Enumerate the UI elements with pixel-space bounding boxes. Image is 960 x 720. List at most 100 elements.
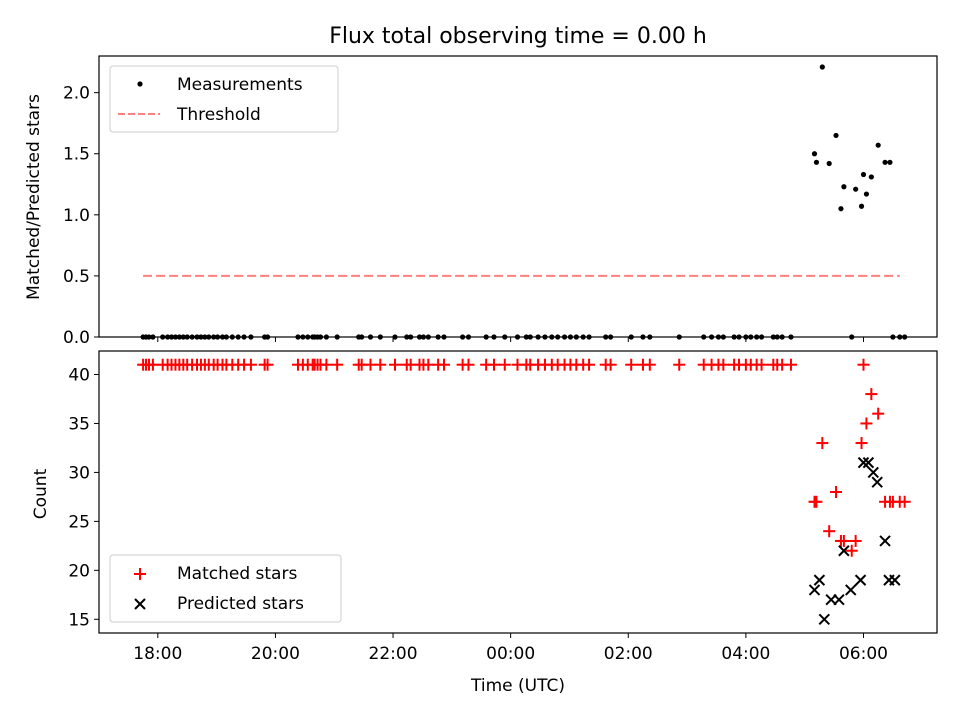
predicted-star-marker: [845, 584, 857, 596]
matched-star-marker: [845, 544, 858, 557]
ratio-x-ticks: [157, 337, 864, 342]
matched-star-marker: [261, 358, 274, 371]
matched-star-marker: [872, 407, 885, 420]
predicted-star-marker: [862, 456, 875, 469]
ratio-y-tick-label: 1.5: [63, 145, 90, 165]
legend-marker-measurements: [137, 81, 143, 87]
matched-star-marker: [865, 388, 878, 401]
matched-star-marker: [244, 358, 257, 371]
measurement-point: [868, 174, 874, 180]
predicted-star-marker: [813, 574, 826, 586]
count-y-tick-label: 25: [68, 512, 90, 532]
legend-label-predicted-stars: Predicted stars: [177, 594, 304, 614]
matched-star-marker: [855, 437, 868, 450]
matched-star-marker: [837, 534, 850, 547]
ratio-axes-frame: [98, 55, 938, 338]
count-plot-area: [137, 358, 911, 625]
matched-star-marker: [331, 358, 344, 371]
count-y-tick-label: 20: [68, 561, 90, 581]
predicted-star-marker: [867, 466, 879, 479]
matched-star-marker: [625, 358, 638, 371]
legend-label-matched-stars: Matched stars: [177, 564, 297, 584]
matched-star-marker: [498, 358, 511, 371]
measurement-point: [863, 191, 870, 197]
measurement-point: [860, 171, 867, 178]
matched-star-marker: [388, 358, 401, 371]
legend-marker-predicted-stars: [134, 598, 146, 610]
predicted-star-marker: [871, 476, 883, 488]
legend-marker-matched-stars: [134, 568, 146, 580]
predicted-star-marker: [879, 535, 891, 547]
measurement-point: [858, 203, 865, 209]
predicted-star-marker: [857, 456, 870, 469]
measurement-point: [875, 142, 881, 148]
matched-star-marker: [816, 437, 829, 450]
matched-star-marker: [643, 358, 656, 371]
matched-star-marker: [755, 358, 768, 371]
x-tick-label: 18:00: [133, 644, 182, 664]
measurement-point: [853, 186, 859, 192]
x-tick-label: 00:00: [486, 644, 535, 664]
count-y-ticks: 15 20 25 30 35 40: [68, 366, 99, 630]
matched-star-marker: [857, 358, 870, 371]
x-tick-label: 02:00: [604, 644, 653, 664]
predicted-star-marker: [833, 594, 845, 606]
matched-star-marker: [462, 358, 475, 371]
count-y-axis-label: Count: [31, 468, 51, 519]
measurement-point: [833, 132, 839, 139]
count-y-tick-label: 30: [68, 463, 90, 483]
matched-star-marker: [860, 417, 873, 430]
matched-star-marker: [849, 534, 862, 547]
matched-star-marker: [604, 358, 617, 371]
ratio-y-tick-label: 0.5: [63, 267, 90, 287]
matched-star-marker: [810, 495, 823, 508]
x-axis-label: Time (UTC): [470, 676, 565, 696]
matched-star-marker: [487, 358, 500, 371]
predicted-star-marker: [854, 574, 867, 586]
count-legend-box: [109, 554, 342, 623]
ratio-legend-box: [109, 65, 339, 133]
matched-star-marker: [583, 358, 596, 371]
legend-label-measurements: Measurements: [177, 75, 303, 95]
ratio-panel: 0.00.51.01.52.0 Matched/Predicted stars …: [24, 55, 938, 348]
ratio-y-axis-label: Matched/Predicted stars: [24, 94, 44, 300]
ratio-y-ticks: 0.0 0.5 1.0 1.5 2.0: [63, 84, 99, 348]
count-panel: 15 20 25 30 35 40 18:00 20:00 22:00 00:00 02:00 04…: [31, 350, 938, 696]
ratio-y-tick-label: 2.0: [63, 84, 90, 104]
matched-star-marker: [830, 486, 843, 498]
count-y-tick-label: 15: [68, 610, 90, 630]
ratio-legend: Measurements Threshold: [109, 65, 339, 133]
figure-title: Flux total observing time = 0.00 h: [329, 24, 707, 49]
measurement-point: [841, 184, 847, 190]
measurement-point: [819, 64, 825, 70]
count-legend: Matched stars Predicted stars: [109, 554, 342, 623]
measurement-point: [887, 159, 893, 165]
matched-star-marker: [717, 358, 730, 371]
measurement-point: [838, 206, 844, 212]
count-x-ticks: 18:00 20:00 22:00 00:00 02:00 04:00 06:00: [133, 633, 888, 664]
matched-star-marker: [673, 358, 686, 371]
measurement-point: [813, 159, 820, 165]
x-tick-label: 04:00: [721, 644, 770, 664]
count-y-tick-label: 35: [68, 414, 90, 434]
predicted-star-marker: [818, 613, 830, 625]
x-tick-label: 06:00: [839, 644, 888, 664]
ratio-plot-area: [140, 64, 908, 340]
predicted-star-marker: [808, 584, 821, 596]
count-axes-frame: [98, 350, 938, 634]
matched-star-marker: [898, 495, 911, 508]
predicted-star-marker: [889, 574, 901, 586]
measurement-point: [882, 159, 888, 165]
x-tick-label: 20:00: [251, 644, 300, 664]
ratio-y-tick-label: 0.0: [63, 328, 90, 348]
measurement-point: [811, 151, 818, 157]
matched-star-marker: [374, 358, 387, 371]
matched-star-marker: [784, 358, 797, 371]
matched-star-marker: [823, 525, 836, 538]
count-y-tick-label: 40: [68, 366, 90, 386]
predicted-star-marker: [838, 545, 850, 557]
matched-star-marker: [320, 358, 333, 371]
x-tick-label: 22:00: [369, 644, 418, 664]
ratio-y-tick-label: 1.0: [63, 206, 90, 226]
